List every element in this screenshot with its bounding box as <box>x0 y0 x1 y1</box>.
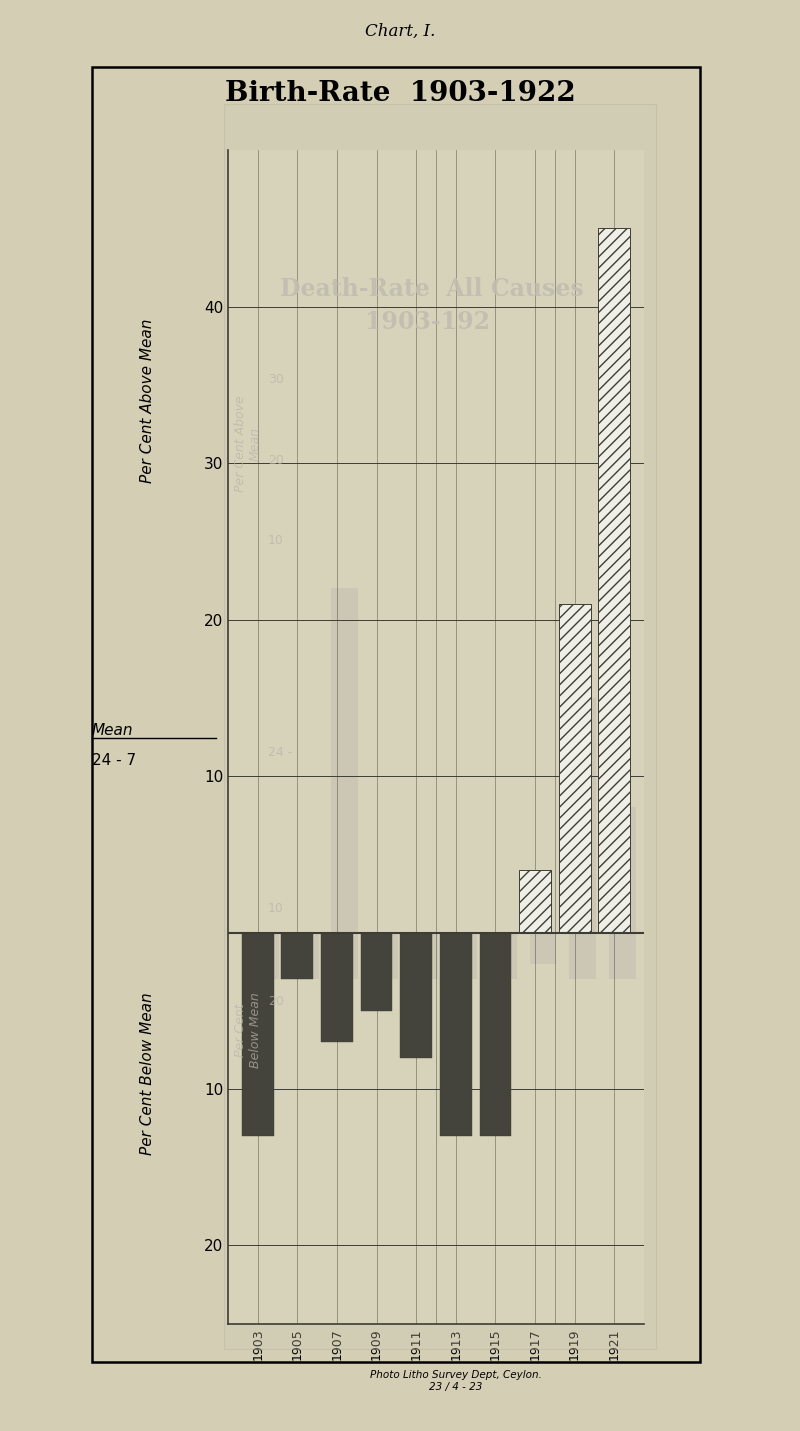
Bar <box>559 604 590 933</box>
Text: 20: 20 <box>268 454 284 468</box>
Text: 20: 20 <box>268 995 284 1009</box>
Text: Birth-Rate  1903-1922: Birth-Rate 1903-1922 <box>225 80 575 106</box>
Bar <box>569 698 596 933</box>
Bar <box>609 933 636 979</box>
Text: Chart, I.: Chart, I. <box>365 23 435 40</box>
Bar <box>450 933 478 979</box>
Bar <box>479 933 511 1136</box>
Bar <box>440 933 472 1136</box>
Bar <box>530 933 557 964</box>
Text: Per Cent Below Mean: Per Cent Below Mean <box>141 992 155 1155</box>
Bar <box>242 933 274 1136</box>
Text: Per Cent
Below Mean: Per Cent Below Mean <box>234 993 262 1068</box>
Text: Mean: Mean <box>92 724 134 738</box>
Text: 10: 10 <box>268 902 284 916</box>
Bar <box>400 933 432 1058</box>
Bar <box>598 229 630 933</box>
Bar <box>331 933 358 979</box>
Bar <box>321 933 353 1042</box>
Text: 24 -: 24 - <box>268 746 292 760</box>
Text: Death-Rate  All Causes: Death-Rate All Causes <box>280 278 584 301</box>
Bar <box>252 933 279 979</box>
Text: 24 - 7: 24 - 7 <box>92 753 136 767</box>
Text: Per Cent Above Mean: Per Cent Above Mean <box>141 319 155 482</box>
Bar <box>609 807 636 933</box>
Bar <box>371 933 398 979</box>
Text: 10: 10 <box>268 534 284 548</box>
Bar <box>569 933 596 979</box>
Text: Per Cent Above
Mean: Per Cent Above Mean <box>234 395 262 492</box>
Bar <box>282 933 313 979</box>
Bar <box>292 933 318 979</box>
Text: 1903-192: 1903-192 <box>365 311 499 333</box>
Text: 30: 30 <box>268 372 284 386</box>
Text: Photo Litho Survey Dept, Ceylon.
23 / 4 - 23: Photo Litho Survey Dept, Ceylon. 23 / 4 … <box>370 1369 542 1392</box>
Bar <box>490 933 517 979</box>
Bar <box>361 933 393 1010</box>
Bar <box>519 870 551 933</box>
Bar <box>410 933 438 979</box>
Bar <box>331 588 358 933</box>
